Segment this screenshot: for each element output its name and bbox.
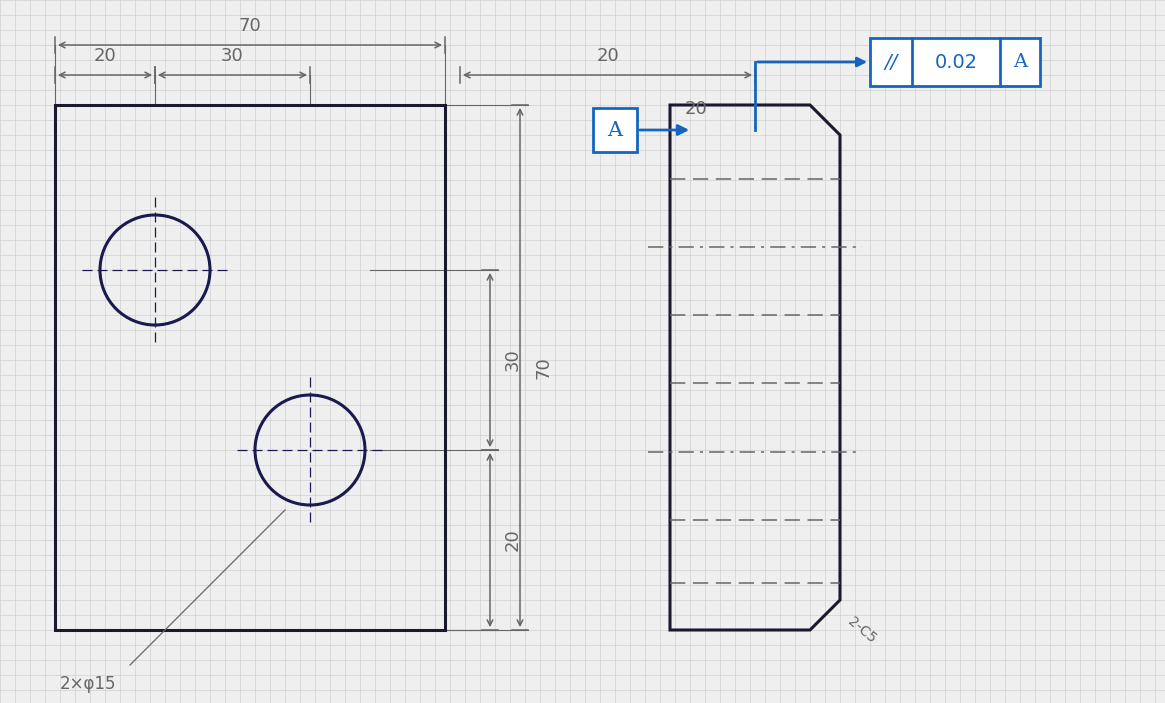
Text: 20: 20 [504,529,522,551]
FancyBboxPatch shape [593,108,637,152]
Text: 20: 20 [93,47,116,65]
Text: //: // [884,53,897,72]
Text: 20: 20 [596,47,619,65]
Text: A: A [1012,53,1028,71]
Text: 0.02: 0.02 [934,53,977,72]
Text: 20: 20 [685,100,707,118]
Text: 30: 30 [504,349,522,371]
Text: A: A [607,120,622,139]
Text: 70: 70 [534,356,552,379]
Text: 70: 70 [239,17,261,35]
FancyBboxPatch shape [870,38,1040,86]
Text: 2-C5: 2-C5 [845,615,878,646]
Bar [55,105,445,630]
Text: 2×φ15: 2×φ15 [61,675,116,693]
Text: 30: 30 [221,47,243,65]
